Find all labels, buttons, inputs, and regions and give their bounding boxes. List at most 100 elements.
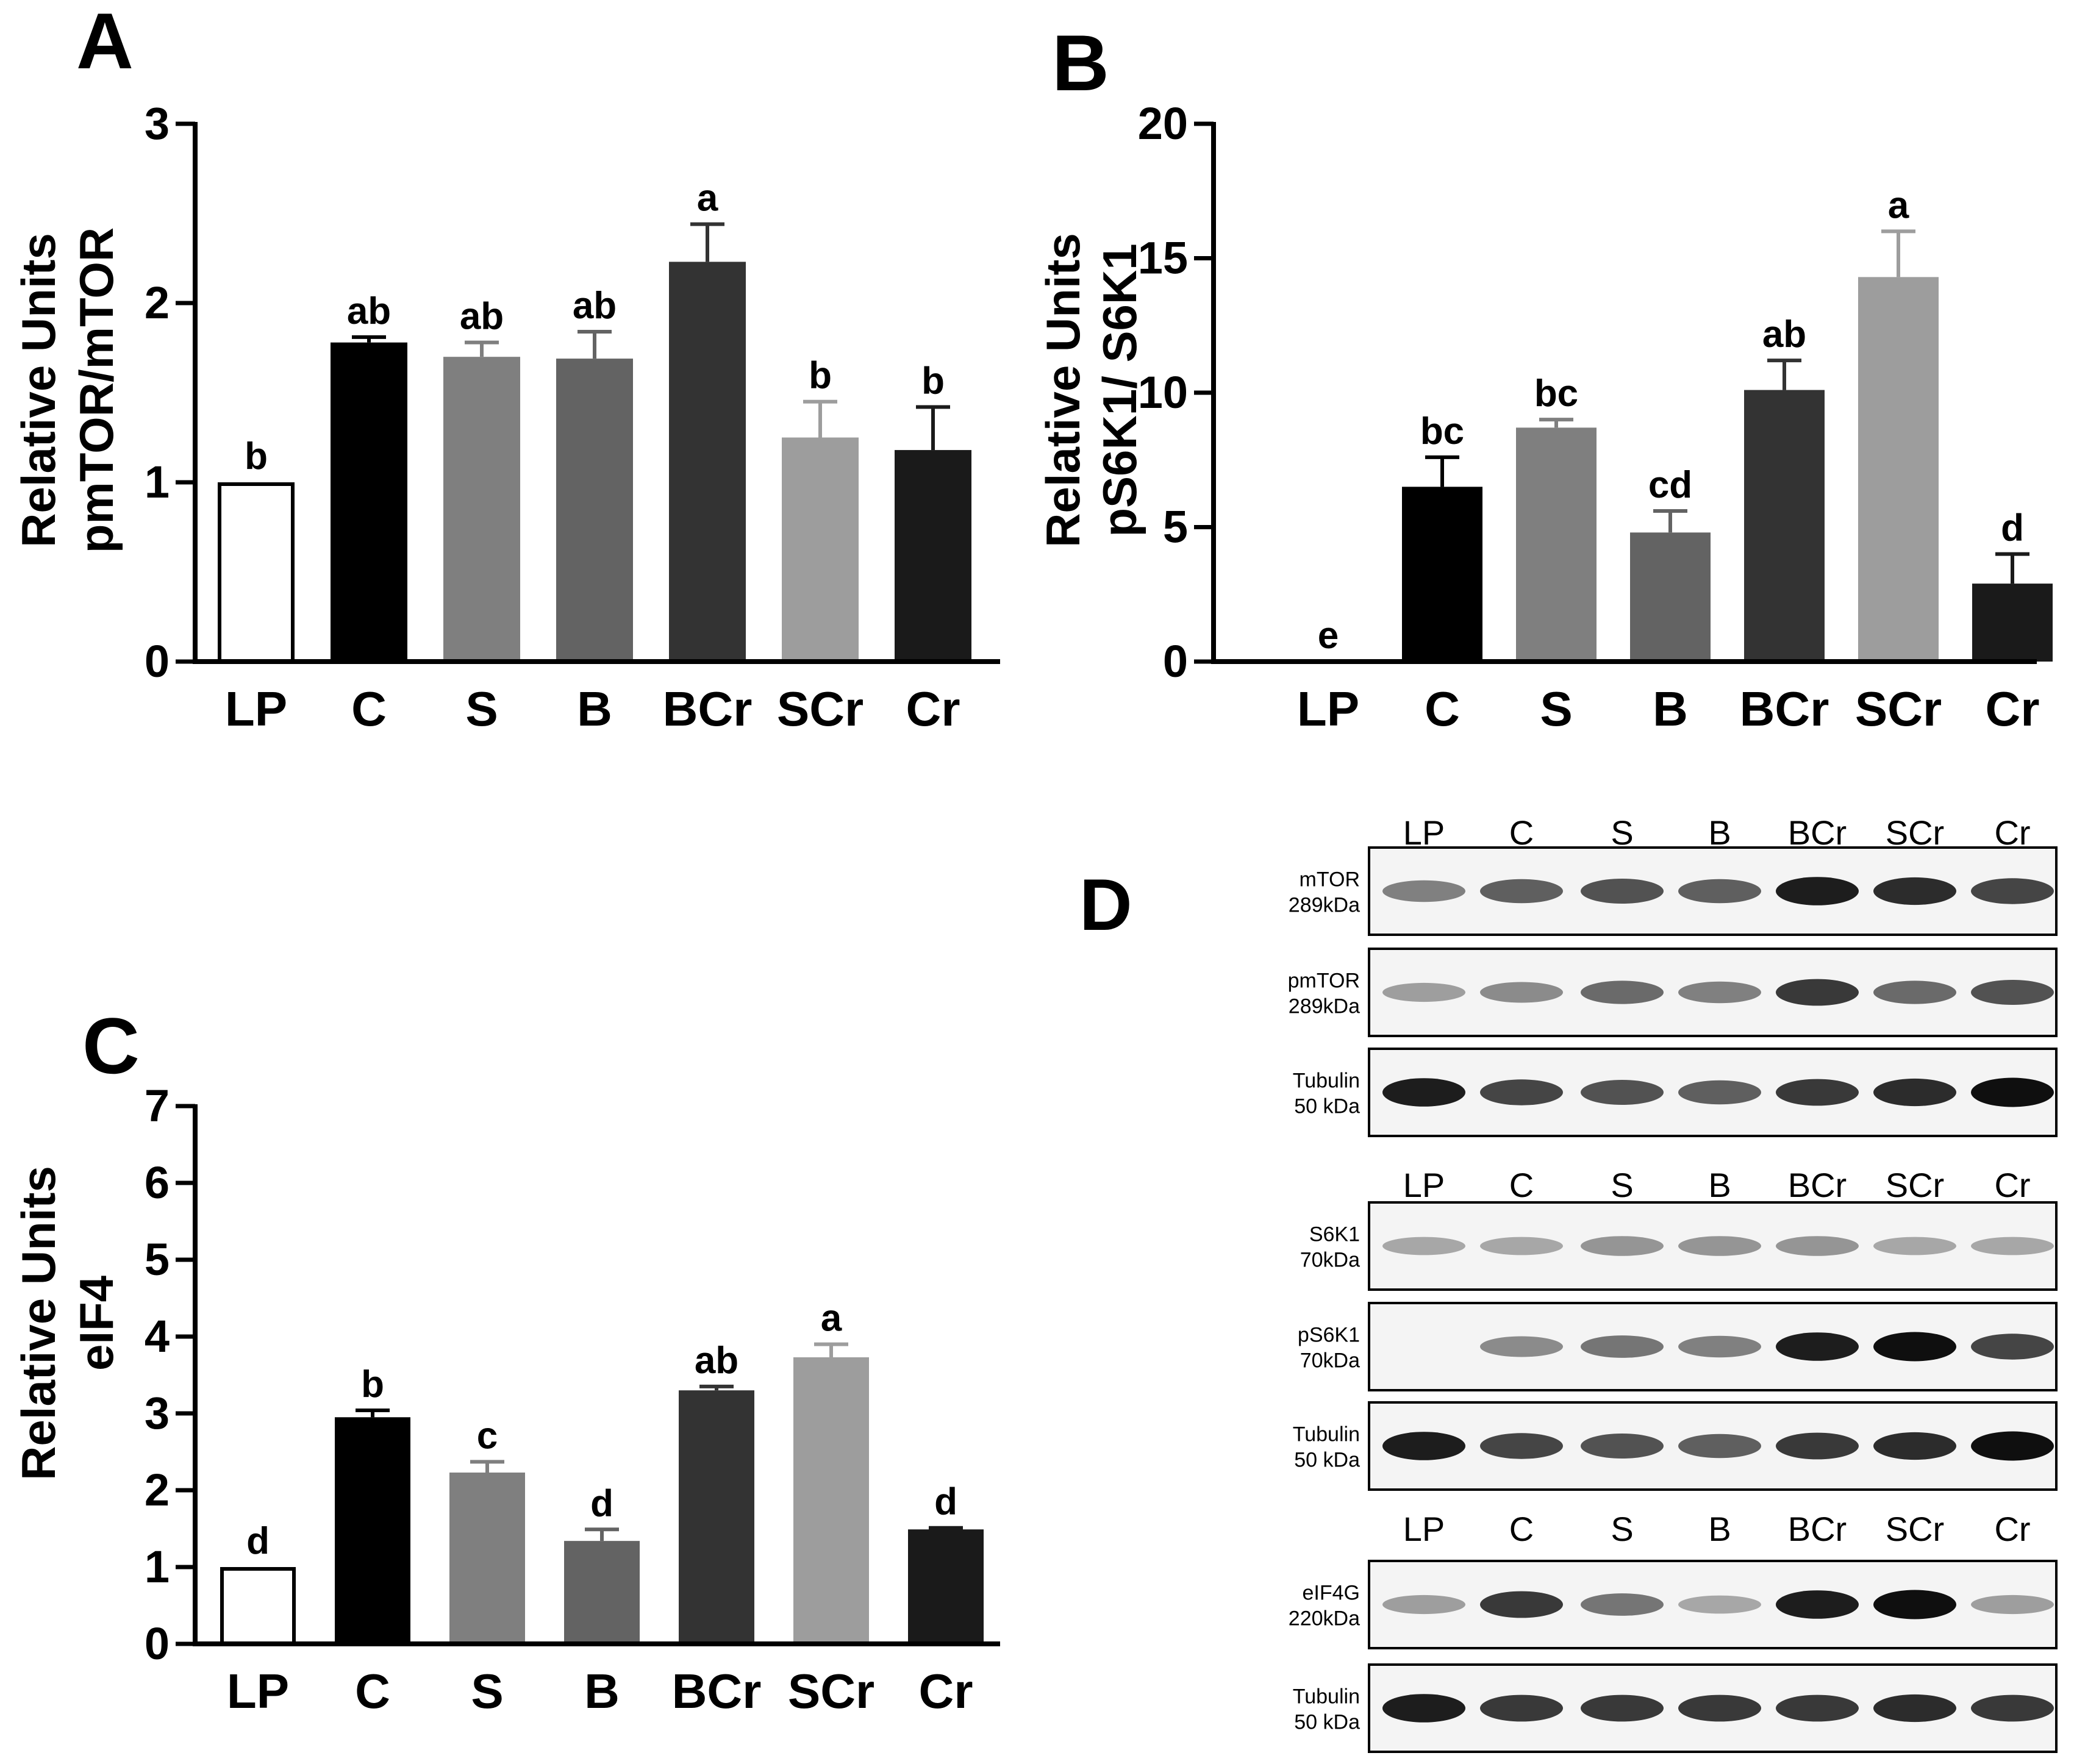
blot-band xyxy=(1480,982,1563,1003)
blot-protein-label: Tubulin xyxy=(1293,1685,1360,1709)
blot-band xyxy=(1678,1080,1761,1105)
chart-b-bar xyxy=(1858,277,1939,662)
blot-band xyxy=(1581,879,1664,904)
chart-c-bar xyxy=(220,1567,296,1646)
blot-band xyxy=(1971,1594,2054,1615)
chart-a-xtick-label: C xyxy=(351,682,387,736)
blot-band xyxy=(1971,1431,2054,1461)
blot-band xyxy=(1873,1237,1956,1255)
chart-a-bar xyxy=(556,359,633,662)
chart-c-sig-letter: c xyxy=(477,1415,498,1457)
chart-b-bar xyxy=(1516,427,1597,662)
blot-lane-label: S xyxy=(1611,1166,1633,1204)
chart-c-bar xyxy=(449,1473,525,1644)
chart-c-sig-letter: a xyxy=(821,1298,842,1340)
blot-lane-label: Cr xyxy=(1994,1510,2030,1548)
chart-b-bar xyxy=(1630,532,1711,662)
panel-letter-d: D xyxy=(1079,864,1132,946)
blot-band xyxy=(1873,1432,1956,1460)
chart-c-bar xyxy=(908,1529,984,1644)
chart-a-sig-letter: ab xyxy=(460,296,504,338)
blot-lane-label: B xyxy=(1708,1166,1731,1204)
blot-band xyxy=(1581,1593,1664,1616)
blot-band xyxy=(1678,1335,1761,1358)
blot-lane-label: SCr xyxy=(1886,1166,1944,1204)
blot-band xyxy=(1581,1080,1664,1105)
blot-band xyxy=(1581,980,1664,1004)
chart-b-xtick-label: BCr xyxy=(1740,682,1829,736)
blot-lane-label: S xyxy=(1611,813,1633,852)
blot-lane-label: BCr xyxy=(1788,1510,1847,1548)
blot-band xyxy=(1776,1590,1859,1619)
blot-band xyxy=(1382,1432,1465,1460)
chart-a-bar xyxy=(218,482,295,663)
blot-band xyxy=(1873,1078,1956,1107)
chart-c-bar xyxy=(793,1357,869,1644)
blot-size-label: 50 kDa xyxy=(1294,1095,1360,1118)
panel-letter-c: C xyxy=(82,1001,140,1090)
blot-band xyxy=(1480,1433,1563,1459)
chart-a-sig-letter: b xyxy=(921,360,945,402)
chart-a-sig-letter: ab xyxy=(347,290,391,332)
blot-protein-label: Tubulin xyxy=(1293,1423,1360,1446)
blot-band xyxy=(1581,1236,1664,1256)
blot-band xyxy=(1971,1077,2054,1107)
blot-band xyxy=(1678,1595,1761,1614)
chart-c-sig-letter: d xyxy=(246,1520,270,1562)
blot-band xyxy=(1382,1694,1465,1723)
chart-b-ytick-label: 0 xyxy=(1163,636,1188,687)
chart-b-xtick-label: Cr xyxy=(1986,682,2040,736)
chart-c-ytick-label: 6 xyxy=(145,1157,170,1208)
chart-c-ytick-label: 1 xyxy=(145,1541,170,1592)
blot-band xyxy=(1678,1236,1761,1256)
blot-band xyxy=(1678,1694,1761,1722)
chart-b-ytick-label: 20 xyxy=(1138,98,1188,149)
blot-band xyxy=(1971,1237,2054,1255)
chart-b-xtick-label: B xyxy=(1653,682,1688,736)
panel-letter-b: B xyxy=(1052,18,1109,107)
chart-c-sig-letter: d xyxy=(590,1482,613,1524)
blot-band xyxy=(1776,1694,1859,1722)
blot-band xyxy=(1581,1434,1664,1459)
blot-band xyxy=(1971,980,2054,1005)
chart-b: Relative Units pS6K1/ S6K1 e LP bc Cbc Scd Ba… xyxy=(1036,98,2053,736)
chart-b-ylabel-line2: pS6K1/ S6K1 xyxy=(1093,243,1146,537)
blot-lane-label: B xyxy=(1708,1510,1731,1548)
chart-b-sig-letter: e xyxy=(1318,615,1339,657)
chart-c-ytick-label: 7 xyxy=(145,1080,170,1131)
blot-band xyxy=(1678,981,1761,1004)
blot-lane-label: LP xyxy=(1403,1510,1445,1548)
blot-protein-label: pmTOR xyxy=(1288,969,1360,993)
blot-size-label: 70kDa xyxy=(1300,1349,1360,1373)
chart-a-sig-letter: ab xyxy=(573,285,617,327)
chart-a-xtick-label: SCr xyxy=(777,682,864,736)
chart-c-ytick-label: 4 xyxy=(145,1311,170,1362)
chart-b-bar xyxy=(1972,584,2053,662)
blot-band xyxy=(1971,1334,2054,1360)
blot-band xyxy=(1382,982,1465,1002)
blot-band xyxy=(1678,1434,1761,1459)
chart-c: Relative Units eIF4 d LP b Cc Sd Bab BCr a SCr d C… xyxy=(12,1080,1000,1718)
chart-a-ylabel-line2: pmTOR/mTOR xyxy=(70,227,123,554)
blot-band xyxy=(1678,879,1761,904)
blot-band xyxy=(1873,877,1956,905)
chart-a-xtick-label: B xyxy=(577,682,612,736)
chart-a-sig-letter: b xyxy=(245,435,268,477)
chart-b-bar xyxy=(1402,487,1482,662)
chart-a-ylabel-line1: Relative Units xyxy=(12,233,65,548)
chart-c-xtick-label: SCr xyxy=(788,1664,874,1718)
blot-band xyxy=(1776,1079,1859,1106)
chart-c-sig-letter: b xyxy=(361,1363,384,1405)
blot-band xyxy=(1581,1694,1664,1722)
chart-a: Relative Units pmTOR/mTOR b LP ab Cab Sab Ba B… xyxy=(12,98,1000,736)
chart-b-xtick-label: S xyxy=(1540,682,1572,736)
blot-protein-label: Tubulin xyxy=(1293,1069,1360,1093)
blot-band xyxy=(1480,1079,1563,1105)
blot-band xyxy=(1776,877,1859,905)
blot-band xyxy=(1873,1590,1956,1619)
blot-band xyxy=(1971,878,2054,904)
blot-size-label: 289kDa xyxy=(1289,894,1360,917)
chart-b-xtick-label: C xyxy=(1425,682,1460,736)
chart-c-ytick-label: 2 xyxy=(145,1465,170,1515)
